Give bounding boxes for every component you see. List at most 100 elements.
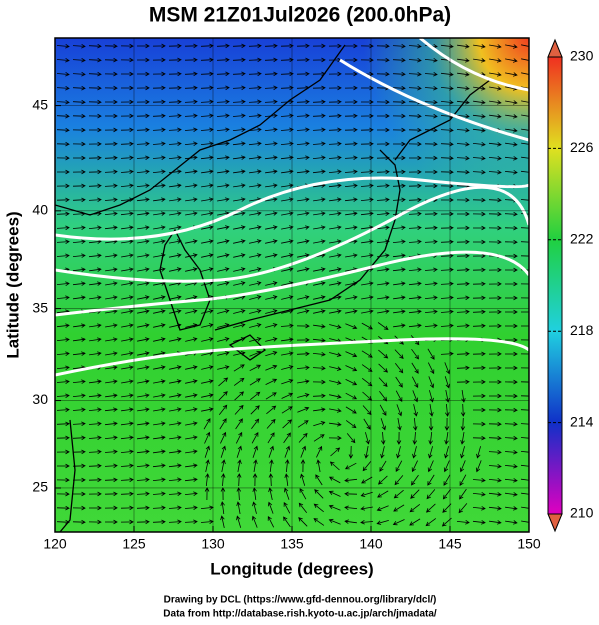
streamline-arrow — [267, 432, 275, 444]
streamline-arrow — [329, 239, 342, 244]
streamline-arrow — [89, 351, 102, 356]
streamline-arrow — [344, 169, 358, 175]
streamline-arrow — [504, 435, 518, 441]
streamline-arrow — [444, 432, 449, 445]
streamline-arrow — [440, 309, 454, 315]
streamline-arrow — [344, 197, 358, 202]
streamline-arrow — [489, 58, 502, 63]
streamline-arrow — [249, 323, 262, 328]
streamline-arrow — [56, 141, 70, 147]
streamline-arrow — [280, 323, 294, 329]
streamline-arrow — [169, 379, 182, 384]
streamline-arrow — [88, 253, 102, 258]
streamline-arrow — [520, 423, 529, 425]
streamline-arrow — [185, 337, 198, 342]
streamline-arrow — [136, 463, 150, 469]
streamline-arrow — [472, 393, 486, 399]
streamline-arrow — [168, 491, 182, 497]
streamline-arrow — [457, 72, 470, 77]
streamline-arrow — [233, 267, 246, 272]
streamline-arrow — [521, 86, 529, 91]
streamline-arrow — [56, 337, 70, 342]
streamline-arrow — [489, 44, 502, 49]
streamline-arrow — [88, 393, 102, 398]
streamline-arrow — [472, 506, 486, 511]
streamline-arrow — [300, 473, 306, 486]
streamline-arrow — [56, 197, 70, 203]
streamline-arrow — [345, 406, 357, 414]
streamline-arrow — [72, 281, 86, 286]
streamline-arrow — [345, 420, 357, 429]
streamline-arrow — [56, 365, 70, 371]
streamline-arrow — [521, 156, 529, 159]
streamline-arrow — [296, 365, 310, 371]
streamline-arrow — [424, 323, 438, 329]
streamline-arrow — [121, 351, 134, 356]
streamline-arrow — [72, 183, 86, 189]
streamline-arrow — [313, 518, 325, 526]
streamline-arrow — [504, 253, 518, 259]
streamline-arrow — [394, 349, 404, 360]
streamline-arrow — [72, 141, 86, 147]
streamline-arrow — [152, 71, 166, 77]
streamline-arrow — [408, 309, 422, 314]
streamline-arrow — [88, 169, 102, 175]
streamline-arrow — [185, 253, 198, 258]
streamline-arrow — [56, 449, 70, 455]
streamline-arrow — [472, 267, 486, 273]
streamline-arrow — [120, 99, 134, 105]
streamline-arrow — [427, 460, 434, 473]
streamline-arrow — [184, 113, 198, 119]
streamline-arrow — [313, 239, 326, 244]
streamline-arrow — [396, 431, 402, 445]
streamline-arrow — [237, 459, 242, 472]
streamline-arrow — [472, 520, 486, 525]
streamline-arrow — [152, 519, 166, 525]
streamline-arrow — [505, 295, 518, 301]
streamline-arrow — [296, 351, 310, 357]
streamline-arrow — [168, 155, 182, 161]
streamline-arrow — [393, 141, 406, 147]
streamline-arrow — [345, 57, 358, 63]
streamline-arrow — [328, 490, 341, 497]
streamline-arrow — [394, 475, 404, 486]
streamline-arrow — [456, 267, 470, 273]
streamline-arrow — [424, 113, 438, 119]
streamline-arrow — [426, 489, 436, 500]
streamline-arrow — [234, 404, 244, 415]
streamline-arrow — [346, 433, 356, 444]
streamline-arrow — [120, 505, 134, 511]
streamline-arrow — [105, 295, 118, 300]
streamline-arrow — [440, 351, 454, 357]
streamline-arrow — [73, 323, 86, 328]
streamline-arrow — [72, 393, 86, 399]
streamline-arrow — [104, 57, 118, 63]
streamline-arrow — [505, 142, 518, 147]
streamline-arrow — [120, 183, 134, 189]
streamline-arrow — [440, 211, 454, 217]
streamline-arrow — [152, 43, 166, 49]
streamline-arrow — [410, 489, 420, 499]
streamline-arrow — [105, 309, 118, 314]
streamline-arrow — [328, 71, 342, 77]
streamline-arrow — [424, 141, 438, 147]
streamline-arrow — [328, 183, 342, 188]
streamline-arrow — [265, 323, 278, 328]
streamline-arrow — [329, 352, 342, 357]
streamline-arrow — [217, 253, 230, 258]
streamline-arrow — [121, 323, 134, 328]
streamline-arrow — [72, 337, 86, 342]
streamline-arrow — [152, 477, 166, 483]
streamline-arrow — [56, 183, 70, 189]
streamline-arrow — [121, 379, 134, 384]
streamline-arrow — [137, 421, 150, 426]
streamline-arrow — [504, 225, 518, 231]
streamline-arrow — [56, 295, 70, 300]
streamline-arrow — [297, 267, 310, 272]
streamline-arrow — [56, 71, 70, 77]
streamline-arrow — [344, 462, 357, 470]
streamline-arrow — [169, 309, 182, 314]
streamline-arrow — [393, 281, 406, 286]
streamline-arrow — [328, 476, 341, 484]
streamline-arrow — [89, 127, 102, 133]
